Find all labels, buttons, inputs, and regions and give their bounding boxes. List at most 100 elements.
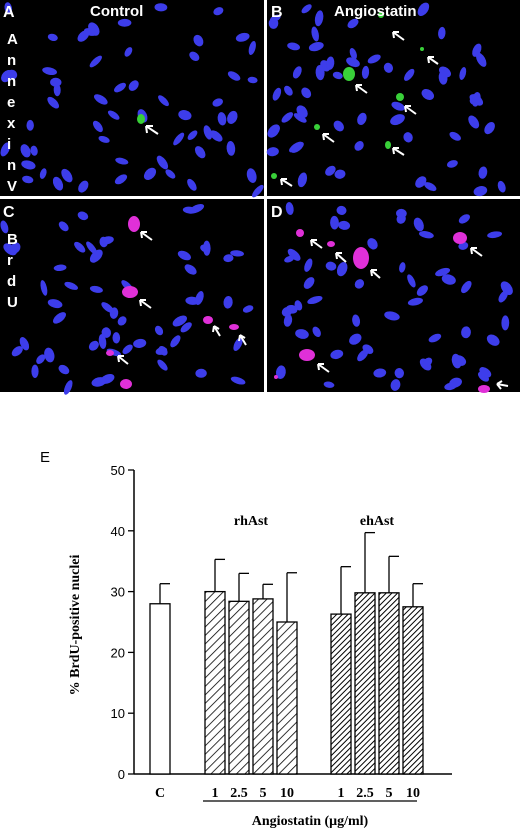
nucleus [338,220,351,230]
nucleus [155,347,168,355]
nucleus [53,312,66,324]
x-tick-label: 5 [386,786,393,801]
nucleus [417,2,430,17]
nucleus [203,125,213,140]
nucleus [184,264,197,275]
nucleus [223,254,234,263]
brdu-positive-cell [274,375,278,379]
nucleus [486,334,500,346]
annexin-positive-cell [137,114,145,124]
nucleus [301,87,312,99]
nucleus [39,168,47,179]
nucleus [413,217,424,232]
nucleus [332,71,343,80]
nucleus [178,110,192,121]
nucleus [58,221,69,232]
nucleus [285,202,294,215]
nucleus [501,315,510,331]
chart-marks: 0 10 20 30 40 50 C 1 2.5 5 10 rhAst 1 2.5 5 10 ehAst [111,463,452,802]
arrow-icon [212,325,221,337]
nucleus [472,43,482,57]
nucleus [47,299,63,309]
x-tick-label: 2.5 [356,786,374,801]
bar [402,606,424,775]
nucleus [91,377,107,387]
nucleus [170,335,181,348]
panel-b-background [267,0,520,196]
nucleus [303,277,315,289]
nucleus [484,122,495,135]
nucleus [352,314,361,327]
nucleus [230,250,244,257]
nucleus [349,48,357,60]
arrow-icon [140,231,153,241]
bar [252,598,274,775]
nucleus [19,337,30,351]
annexin-positive-cell [385,141,391,149]
x-tick-label: 5 [260,786,267,801]
nucleus [354,279,365,289]
nucleus [394,368,405,379]
nucleus [101,327,112,338]
micrograph-panel-b: B Angiostatin [266,0,520,197]
nucleus [487,231,503,239]
nucleus [479,367,492,378]
nucleus [384,311,400,321]
nucleus [289,141,303,153]
nucleus [347,18,359,29]
x-axis-label: Angiostatin (μg/ml) [252,814,369,829]
arrow-icon [117,355,129,365]
annexin-positive-cell [378,12,384,18]
nucleus [428,333,442,343]
nucleus [187,178,197,191]
nucleus [404,68,415,81]
nucleus [89,55,102,68]
annexin-positive-cell [314,124,320,130]
nucleus [156,155,169,170]
arrow-icon [370,269,381,279]
nucleus [177,250,191,261]
nucleus [307,295,323,305]
arrow-icon [496,380,509,390]
nucleus [98,334,107,349]
nucleus [78,180,89,193]
nucleus [36,354,46,364]
arrow-icon [145,125,159,135]
brdu-positive-cell [327,241,335,247]
nucleus [373,368,387,378]
nucleus [311,26,319,42]
nucleus [304,258,313,272]
nucleus [182,206,197,214]
nucleus [47,33,58,42]
nucleus [283,314,293,327]
nucleus [361,65,370,79]
group-label: ehAst [360,514,395,529]
y-tick-label: 0 [118,767,125,782]
y-tick-label: 10 [111,706,125,721]
nucleus [403,132,413,143]
nucleus [86,241,98,255]
nucleus [390,379,401,391]
arrow-icon [280,178,293,187]
nucleus [275,365,286,379]
nucleus [281,112,294,123]
nucleus [40,280,48,296]
brdu-positive-cell [122,286,138,298]
nucleus [30,145,38,156]
nucleus [399,262,406,273]
nucleus [285,304,298,314]
nucleus [272,87,282,101]
x-tick-label: C [155,786,165,801]
nucleus [212,98,223,107]
nucleus [284,255,295,263]
nucleus [50,77,62,87]
y-tick-label: 30 [111,585,125,600]
nucleus [314,10,324,27]
nucleus [42,67,57,76]
bar [228,600,250,775]
nucleus [133,338,147,348]
nucleus [180,322,192,333]
nucleus [64,281,78,290]
